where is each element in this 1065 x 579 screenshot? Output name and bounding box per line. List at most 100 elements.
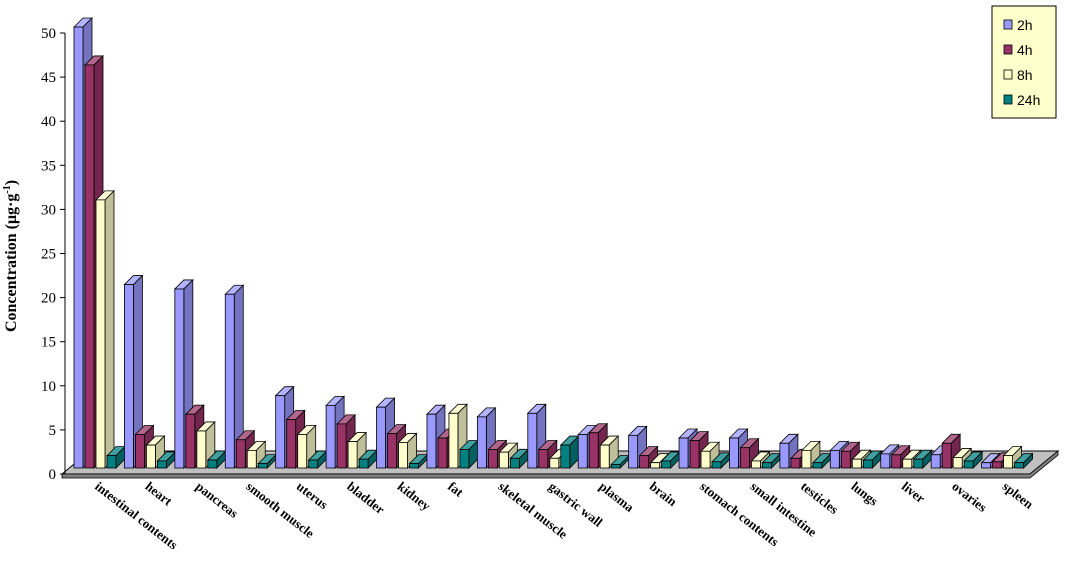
bar-front [448, 412, 459, 469]
y-tick-label: 30 [41, 202, 56, 218]
legend-swatch [1003, 69, 1013, 80]
bar-2h-smooth-muscle [224, 284, 245, 469]
bar-front [790, 457, 801, 469]
bar-front [297, 434, 308, 469]
legend-swatch [1003, 19, 1013, 30]
bar-front [196, 430, 207, 469]
bar-front [185, 413, 196, 469]
bar-front [661, 460, 672, 469]
y-tick-label: 40 [41, 114, 56, 130]
bar-front [426, 413, 437, 469]
category-label: liver [899, 479, 928, 507]
bar-8h-intestinal-contents [95, 189, 115, 469]
category-label: plasma [596, 479, 637, 516]
bar-front [336, 423, 347, 469]
bar-front [751, 460, 761, 469]
legend-swatch [1003, 94, 1013, 105]
bar-front [275, 395, 286, 469]
bar-front [1003, 455, 1013, 469]
bar-front [498, 451, 509, 469]
bar-front [740, 447, 750, 469]
bar-front [650, 462, 661, 469]
bar-front [358, 458, 369, 469]
legend: 2h 4h 8h 24h [991, 5, 1057, 119]
y-axis: 0 5 10 15 20 25 30 35 40 45 50 [41, 26, 66, 483]
bar-24h-skeletal-muscle [509, 448, 530, 469]
y-tick-label: 10 [41, 379, 56, 395]
bar-front [146, 444, 156, 469]
bar-front [829, 449, 840, 469]
bar-front [73, 26, 84, 469]
y-tick-label: 15 [41, 335, 56, 351]
category-label: bladder [344, 479, 388, 518]
bar-side [104, 189, 115, 469]
bar-front [577, 434, 588, 469]
bar-front [851, 458, 862, 469]
bar-front [941, 442, 952, 469]
bar-front [325, 404, 336, 469]
bar-front [509, 457, 520, 469]
category-label: pancreas [193, 479, 241, 521]
bar-front [762, 462, 772, 469]
bar-24h-ovaries [963, 450, 984, 469]
bar-front [95, 199, 106, 469]
y-tick-label: 35 [41, 158, 56, 174]
bar-24h-lungs [862, 450, 883, 469]
bar-front [689, 440, 700, 469]
bar-front [387, 433, 397, 469]
bar-front [862, 459, 873, 469]
y-tick-label: 5 [49, 423, 57, 439]
bar-front [902, 458, 913, 469]
bar-front [560, 444, 571, 469]
bar-24h-liver [912, 449, 933, 469]
category-label: ovaries [949, 479, 990, 515]
legend-label: 2h [1017, 17, 1033, 33]
bar-front [398, 442, 408, 469]
bar-front [801, 449, 812, 469]
bar-front [207, 459, 218, 469]
bar-front [124, 284, 134, 469]
y-tick-label: 45 [41, 70, 56, 86]
bar-front [476, 416, 487, 469]
legend-box [991, 5, 1057, 119]
category-label: kidney [395, 479, 434, 514]
bar-front [157, 460, 167, 469]
legend-label: 4h [1017, 42, 1033, 58]
bar-front [235, 439, 246, 469]
bar-front [599, 444, 610, 469]
bar-front [729, 437, 739, 469]
floor-edge [61, 450, 1059, 479]
bar-front [459, 449, 470, 469]
bar-front [538, 449, 549, 469]
category-label: fat [445, 479, 467, 501]
bar-front [224, 293, 235, 469]
legend-label: 8h [1017, 67, 1033, 83]
bar-front [678, 437, 689, 469]
bar-front [135, 434, 145, 469]
y-tick-label: 20 [41, 291, 56, 307]
bar-front [711, 461, 722, 469]
y-tick-label: 0 [49, 467, 57, 483]
bar-front [963, 460, 974, 469]
bar-front [992, 461, 1002, 469]
bar-front [639, 455, 650, 469]
bar-front [376, 406, 386, 469]
bar-front [588, 432, 599, 469]
bar-24h-heart [156, 450, 177, 469]
legend-label: 24h [1017, 92, 1040, 108]
bar-front [779, 442, 790, 469]
y-tick-label: 50 [41, 26, 56, 42]
bar-front [527, 412, 538, 469]
bar-front [174, 288, 185, 469]
bar-24h-smooth-muscle [257, 453, 278, 469]
bar-front [930, 454, 941, 469]
bar-front [891, 454, 902, 469]
bar-front [409, 463, 419, 469]
category-label: brain [647, 479, 681, 510]
category-label: spleen [1000, 479, 1037, 513]
category-label: lungs [848, 479, 881, 509]
bar-front [106, 455, 117, 469]
y-axis-label: Concentration (μg·g-1) [2, 180, 20, 332]
